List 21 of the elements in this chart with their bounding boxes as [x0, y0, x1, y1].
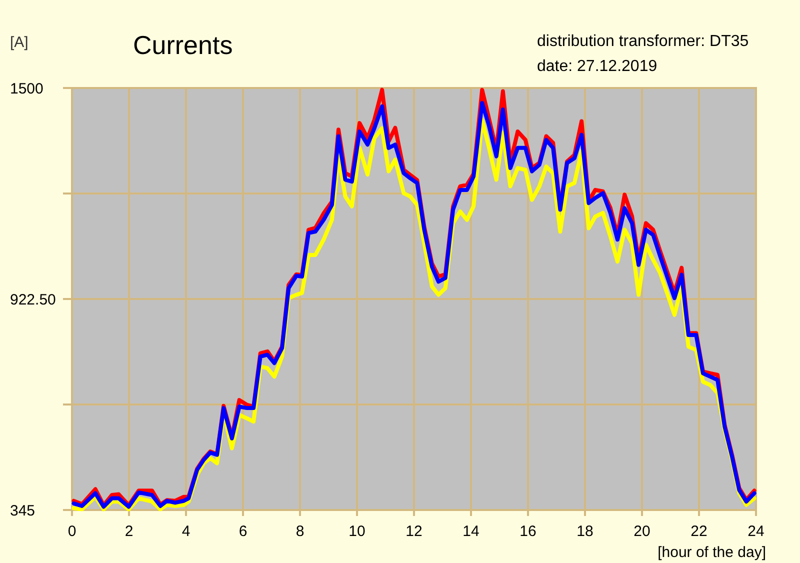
x-tick-label: 0 [68, 523, 76, 540]
x-tick-label: 16 [520, 523, 536, 540]
chart-title: Currents [133, 30, 233, 60]
x-tick-label: 22 [690, 523, 708, 540]
x-tick-label: 12 [406, 523, 422, 540]
x-tick-label: 14 [462, 523, 480, 540]
x-tick-label: 24 [748, 523, 764, 540]
x-tick-label: 2 [124, 523, 134, 540]
y-tick-label: 345 [10, 502, 36, 520]
x-tick-label: 4 [182, 523, 190, 540]
x-axis-title: [hour of the day] [658, 544, 766, 561]
y-axis-title: [A] [10, 34, 28, 51]
y-tick-label: 922.50 [10, 291, 56, 308]
x-tick-label: 6 [238, 523, 248, 540]
x-tick-label: 8 [296, 523, 304, 540]
x-tick-label: 10 [348, 523, 366, 540]
text: date: 27.12.2019 [537, 58, 658, 75]
y-tick-label: 1500 [10, 80, 44, 98]
chart-subtitle: distribution transformer: DT35 [537, 33, 749, 50]
x-tick-label: 18 [576, 523, 594, 540]
x-tick-label: 20 [634, 523, 650, 540]
